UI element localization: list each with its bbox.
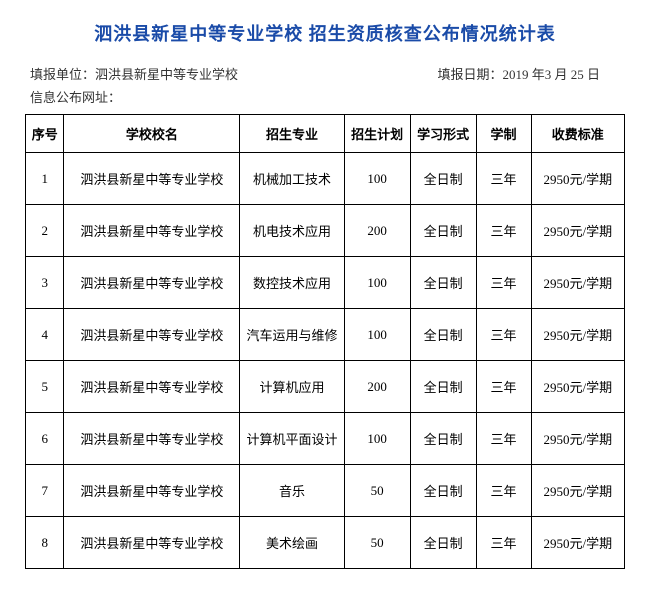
table-row: 5泗洪县新星中等专业学校计算机应用200全日制三年2950元/学期	[26, 361, 625, 413]
cell-school: 泗洪县新星中等专业学校	[64, 153, 240, 205]
cell-major: 汽车运用与维修	[240, 309, 344, 361]
cell-major: 数控技术应用	[240, 257, 344, 309]
info-url-row: 信息公布网址：	[25, 87, 625, 106]
org-value: 泗洪县新星中等专业学校	[95, 67, 238, 82]
table-row: 2泗洪县新星中等专业学校机电技术应用200全日制三年2950元/学期	[26, 205, 625, 257]
cell-form: 全日制	[410, 361, 476, 413]
url-label: 信息公布网址：	[30, 90, 121, 105]
cell-duration: 三年	[476, 413, 531, 465]
cell-major: 机械加工技术	[240, 153, 344, 205]
table-row: 4泗洪县新星中等专业学校汽车运用与维修100全日制三年2950元/学期	[26, 309, 625, 361]
header-plan: 招生计划	[344, 115, 410, 153]
cell-form: 全日制	[410, 153, 476, 205]
cell-fee: 2950元/学期	[531, 153, 624, 205]
cell-seq: 4	[26, 309, 64, 361]
cell-fee: 2950元/学期	[531, 517, 624, 569]
cell-duration: 三年	[476, 361, 531, 413]
cell-fee: 2950元/学期	[531, 465, 624, 517]
cell-school: 泗洪县新星中等专业学校	[64, 361, 240, 413]
cell-plan: 100	[344, 153, 410, 205]
cell-seq: 6	[26, 413, 64, 465]
cell-major: 美术绘画	[240, 517, 344, 569]
cell-school: 泗洪县新星中等专业学校	[64, 257, 240, 309]
document-title: 泗洪县新星中等专业学校 招生资质核查公布情况统计表	[25, 20, 625, 46]
header-fee: 收费标准	[531, 115, 624, 153]
table-row: 7泗洪县新星中等专业学校音乐50全日制三年2950元/学期	[26, 465, 625, 517]
header-major: 招生专业	[240, 115, 344, 153]
cell-form: 全日制	[410, 465, 476, 517]
reporting-org: 填报单位：泗洪县新星中等专业学校	[30, 64, 238, 83]
org-label: 填报单位：	[30, 67, 95, 82]
table-row: 6泗洪县新星中等专业学校计算机平面设计100全日制三年2950元/学期	[26, 413, 625, 465]
date-label: 填报日期：	[437, 67, 502, 82]
cell-major: 音乐	[240, 465, 344, 517]
header-school: 学校校名	[64, 115, 240, 153]
cell-seq: 2	[26, 205, 64, 257]
enrollment-table: 序号 学校校名 招生专业 招生计划 学习形式 学制 收费标准 1泗洪县新星中等专…	[25, 114, 625, 569]
date-value: 2019 年3 月 25 日	[502, 67, 600, 82]
header-duration: 学制	[476, 115, 531, 153]
cell-duration: 三年	[476, 465, 531, 517]
cell-school: 泗洪县新星中等专业学校	[64, 465, 240, 517]
cell-duration: 三年	[476, 153, 531, 205]
cell-form: 全日制	[410, 309, 476, 361]
cell-duration: 三年	[476, 205, 531, 257]
meta-row: 填报单位：泗洪县新星中等专业学校 填报日期：2019 年3 月 25 日	[25, 64, 625, 83]
cell-fee: 2950元/学期	[531, 257, 624, 309]
cell-school: 泗洪县新星中等专业学校	[64, 413, 240, 465]
cell-form: 全日制	[410, 205, 476, 257]
cell-plan: 100	[344, 309, 410, 361]
cell-major: 计算机平面设计	[240, 413, 344, 465]
cell-major: 计算机应用	[240, 361, 344, 413]
table-header-row: 序号 学校校名 招生专业 招生计划 学习形式 学制 收费标准	[26, 115, 625, 153]
table-row: 1泗洪县新星中等专业学校机械加工技术100全日制三年2950元/学期	[26, 153, 625, 205]
cell-plan: 100	[344, 257, 410, 309]
table-row: 3泗洪县新星中等专业学校数控技术应用100全日制三年2950元/学期	[26, 257, 625, 309]
cell-form: 全日制	[410, 257, 476, 309]
cell-form: 全日制	[410, 413, 476, 465]
cell-plan: 200	[344, 205, 410, 257]
cell-school: 泗洪县新星中等专业学校	[64, 517, 240, 569]
cell-fee: 2950元/学期	[531, 361, 624, 413]
cell-seq: 3	[26, 257, 64, 309]
cell-school: 泗洪县新星中等专业学校	[64, 309, 240, 361]
cell-seq: 7	[26, 465, 64, 517]
cell-duration: 三年	[476, 257, 531, 309]
cell-seq: 5	[26, 361, 64, 413]
cell-plan: 200	[344, 361, 410, 413]
cell-seq: 8	[26, 517, 64, 569]
cell-fee: 2950元/学期	[531, 309, 624, 361]
header-seq: 序号	[26, 115, 64, 153]
cell-plan: 50	[344, 517, 410, 569]
cell-plan: 50	[344, 465, 410, 517]
cell-fee: 2950元/学期	[531, 413, 624, 465]
cell-plan: 100	[344, 413, 410, 465]
cell-form: 全日制	[410, 517, 476, 569]
reporting-date: 填报日期：2019 年3 月 25 日	[437, 64, 620, 83]
cell-fee: 2950元/学期	[531, 205, 624, 257]
cell-duration: 三年	[476, 517, 531, 569]
cell-major: 机电技术应用	[240, 205, 344, 257]
table-row: 8泗洪县新星中等专业学校美术绘画50全日制三年2950元/学期	[26, 517, 625, 569]
cell-school: 泗洪县新星中等专业学校	[64, 205, 240, 257]
cell-duration: 三年	[476, 309, 531, 361]
cell-seq: 1	[26, 153, 64, 205]
header-form: 学习形式	[410, 115, 476, 153]
